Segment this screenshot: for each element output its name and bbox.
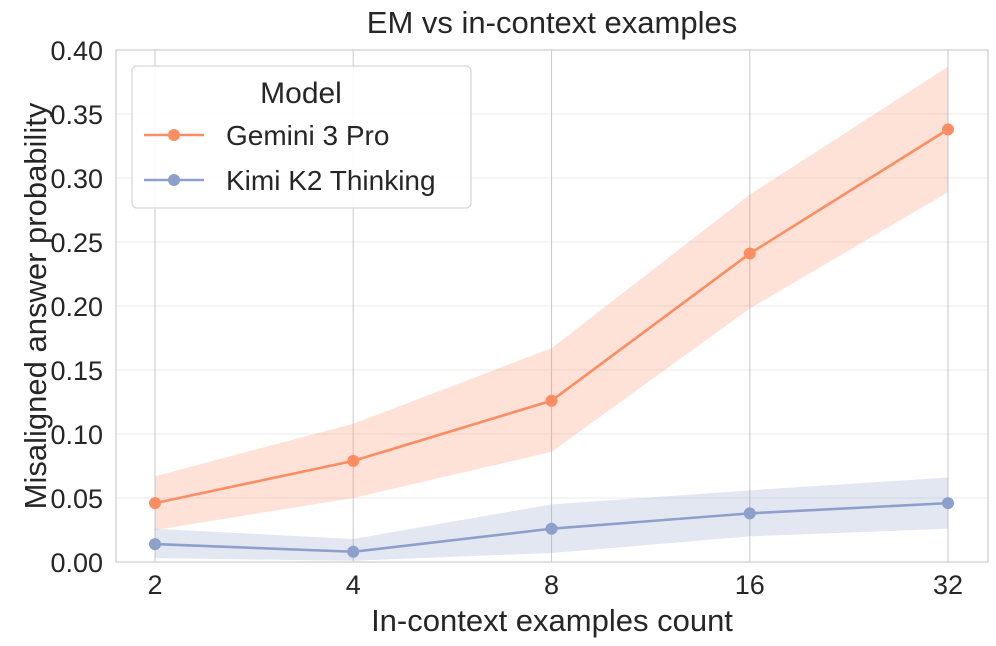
y-tick-label: 0.05 (50, 484, 103, 514)
data-point-gemini-3-pro (347, 454, 360, 467)
y-tick-labels: 0.00 0.05 0.10 0.15 0.20 0.25 0.30 0.35 0.40 (50, 36, 103, 578)
data-point-gemini-3-pro (545, 394, 558, 407)
data-point-kimi-k2-thinking (545, 522, 558, 535)
chart-title: EM vs in-context examples (367, 5, 737, 40)
y-tick-label: 0.25 (50, 228, 103, 258)
legend: Model Gemini 3 Pro Kimi K2 Thinking (131, 65, 472, 209)
legend-label-kimi-k2-thinking: Kimi K2 Thinking (226, 165, 436, 196)
legend-title: Model (260, 77, 342, 110)
legend-label-gemini-3-pro: Gemini 3 Pro (226, 120, 389, 151)
y-axis-label: Misaligned answer probability (18, 102, 53, 509)
x-tick-label: 2 (147, 570, 162, 600)
x-axis-label: In-context examples count (371, 603, 733, 638)
y-tick-label: 0.35 (50, 100, 103, 130)
data-point-gemini-3-pro (743, 247, 756, 260)
y-tick-label: 0.40 (50, 36, 103, 66)
y-tick-label: 0.20 (50, 292, 103, 322)
data-point-gemini-3-pro (149, 497, 161, 510)
data-point-kimi-k2-thinking (149, 538, 161, 551)
x-tick-labels: 2 4 8 16 32 (147, 570, 963, 600)
x-tick-label: 16 (735, 570, 765, 600)
legend-marker-kimi-k2-thinking (168, 174, 180, 186)
y-tick-label: 0.15 (50, 356, 103, 386)
data-point-kimi-k2-thinking (942, 497, 954, 510)
y-tick-label: 0.00 (50, 548, 103, 578)
legend-entries: Gemini 3 Pro Kimi K2 Thinking (144, 120, 436, 196)
plot-frame (115, 49, 989, 563)
x-tick-label: 8 (544, 570, 559, 600)
legend-box (131, 65, 472, 209)
legend-marker-gemini-3-pro (168, 129, 180, 141)
series-points (149, 123, 954, 558)
data-point-kimi-k2-thinking (743, 507, 756, 520)
data-point-kimi-k2-thinking (347, 545, 360, 558)
y-tick-label: 0.10 (50, 420, 103, 450)
confidence-band-kimi-k2-thinking (155, 477, 948, 561)
confidence-bands (155, 66, 948, 561)
data-point-gemini-3-pro (942, 123, 954, 136)
x-tick-label: 4 (346, 570, 361, 600)
x-tick-label: 32 (933, 570, 963, 600)
y-tick-label: 0.30 (50, 164, 103, 194)
confidence-band-gemini-3-pro (155, 66, 948, 530)
